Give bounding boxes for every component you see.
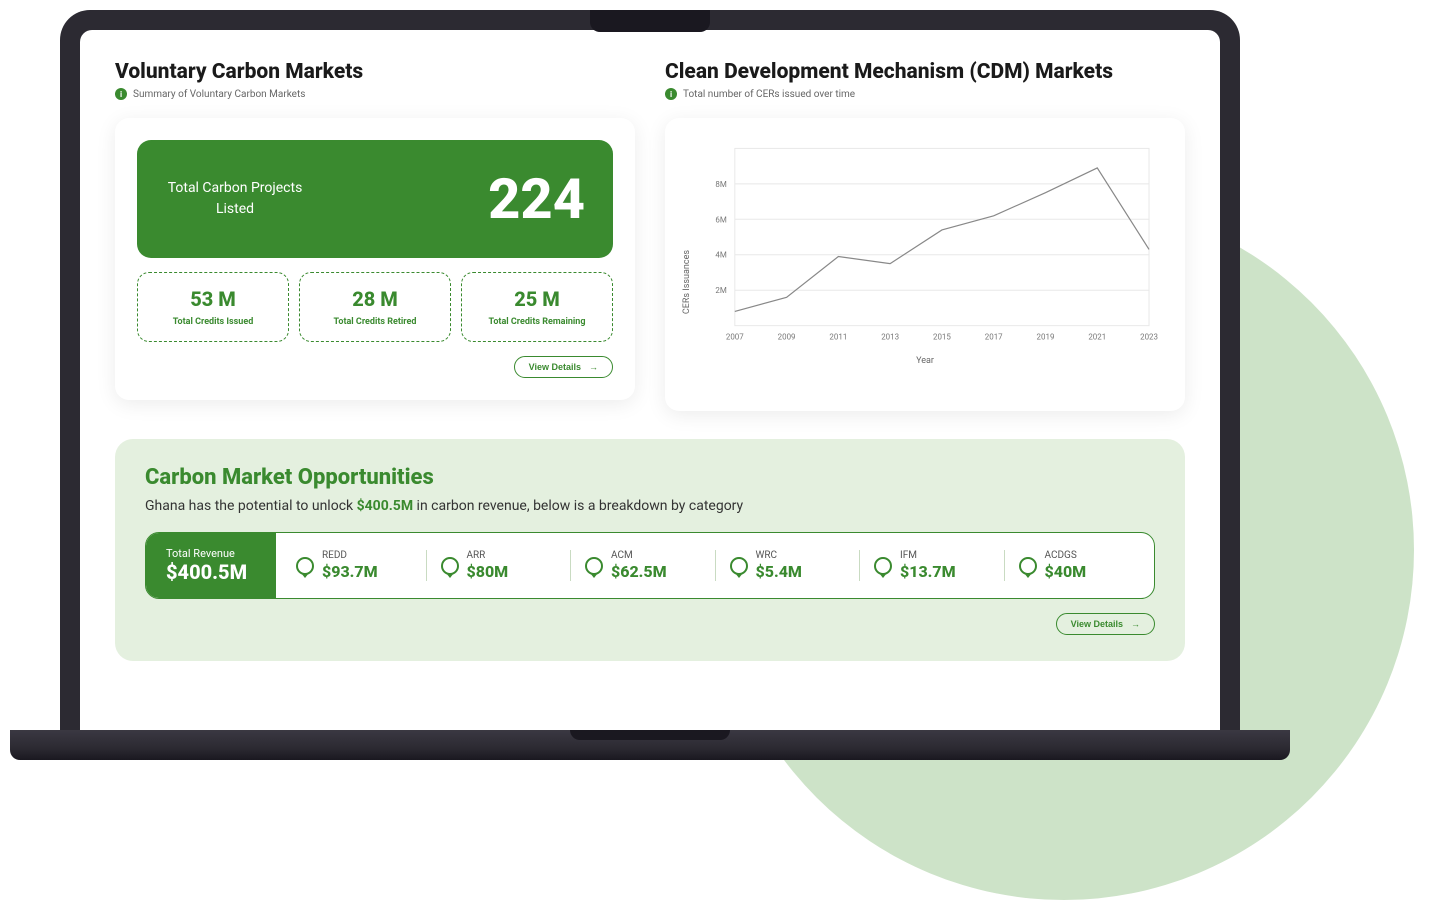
opp-item-label: REDD: [322, 550, 378, 562]
opp-item: ACDGS$40M: [1004, 550, 1149, 581]
vcm-stat-issued: 53 M Total Credits Issued: [137, 272, 289, 342]
laptop-indent: [570, 730, 730, 740]
badge-icon: [1019, 557, 1037, 575]
opp-items: REDD$93.7M ARR$80M ACM$62.5M WRC$5.4M IFM$13…: [276, 533, 1154, 598]
laptop-base-wrap: [60, 730, 1240, 770]
badge-icon: [730, 557, 748, 575]
vcm-stat-retired: 28 M Total Credits Retired: [299, 272, 451, 342]
vcm-substats: 53 M Total Credits Issued 28 M Total Cre…: [137, 272, 613, 342]
opp-total-value: $400.5M: [166, 560, 256, 584]
svg-text:2009: 2009: [778, 333, 796, 342]
laptop-screen: Voluntary Carbon Markets i Summary of Vo…: [80, 30, 1220, 730]
badge-icon: [585, 557, 603, 575]
svg-text:2017: 2017: [985, 333, 1003, 342]
opp-sub-highlight: $400.5M: [357, 498, 413, 514]
opp-item-text: WRC$5.4M: [756, 550, 802, 581]
opp-item-label: ACM: [611, 550, 667, 562]
opportunities-section: Carbon Market Opportunities Ghana has th…: [115, 439, 1185, 661]
vcm-card: Total Carbon Projects Listed 224 53 M To…: [115, 118, 635, 400]
vcm-actions: View Details →: [137, 356, 613, 378]
opp-title: Carbon Market Opportunities: [145, 465, 1155, 490]
svg-text:2013: 2013: [881, 333, 899, 342]
vcm-hero-stat: Total Carbon Projects Listed 224: [137, 140, 613, 258]
vcm-stat-label: Total Credits Retired: [308, 317, 442, 327]
opp-item: ARR$80M: [426, 550, 571, 581]
info-icon: i: [665, 88, 677, 100]
opp-subtitle: Ghana has the potential to unlock $400.5…: [145, 498, 1155, 514]
badge-icon: [874, 557, 892, 575]
laptop-base: [10, 730, 1290, 760]
cdm-column: Clean Development Mechanism (CDM) Market…: [665, 60, 1185, 411]
opp-item-value: $13.7M: [900, 562, 956, 581]
vcm-hero-label: Total Carbon Projects Listed: [165, 178, 305, 220]
opp-item: ACM$62.5M: [570, 550, 715, 581]
svg-text:2011: 2011: [829, 333, 847, 342]
opp-item-label: ARR: [467, 550, 509, 562]
laptop-mockup: Voluntary Carbon Markets i Summary of Vo…: [60, 10, 1240, 770]
vcm-view-details-button[interactable]: View Details →: [514, 356, 613, 378]
button-label: View Details: [1071, 619, 1123, 629]
vcm-stat-remaining: 25 M Total Credits Remaining: [461, 272, 613, 342]
cdm-subtitle-row: i Total number of CERs issued over time: [665, 88, 1185, 100]
opp-sub-pre: Ghana has the potential to unlock: [145, 498, 357, 514]
svg-text:2015: 2015: [933, 333, 951, 342]
opp-item-value: $93.7M: [322, 562, 378, 581]
opp-total: Total Revenue $400.5M: [146, 533, 276, 598]
button-label: View Details: [529, 362, 581, 372]
cdm-card: CERs Issuances 2M4M6M8M20072009201120132…: [665, 118, 1185, 411]
vcm-column: Voluntary Carbon Markets i Summary of Vo…: [115, 60, 635, 411]
cdm-title: Clean Development Mechanism (CDM) Market…: [665, 60, 1185, 84]
opp-item-value: $80M: [467, 562, 509, 581]
opp-total-label: Total Revenue: [166, 547, 256, 560]
opp-item: REDD$93.7M: [282, 550, 426, 581]
opp-item-text: ACM$62.5M: [611, 550, 667, 581]
badge-icon: [441, 557, 459, 575]
svg-text:2023: 2023: [1140, 333, 1158, 342]
svg-text:2M: 2M: [715, 286, 726, 295]
vcm-hero-value: 224: [488, 166, 585, 232]
opp-item-text: ARR$80M: [467, 550, 509, 581]
opp-item-value: $40M: [1045, 562, 1087, 581]
chart-xlabel: Year: [691, 356, 1159, 366]
svg-text:6M: 6M: [715, 215, 726, 224]
cdm-chart: CERs Issuances 2M4M6M8M20072009201120132…: [691, 140, 1159, 350]
opp-item-text: REDD$93.7M: [322, 550, 378, 581]
laptop-frame: Voluntary Carbon Markets i Summary of Vo…: [60, 10, 1240, 730]
opp-sub-post: in carbon revenue, below is a breakdown …: [413, 498, 743, 514]
top-row: Voluntary Carbon Markets i Summary of Vo…: [115, 60, 1185, 411]
svg-text:2021: 2021: [1088, 333, 1106, 342]
opp-item-label: IFM: [900, 550, 956, 562]
opp-view-details-button[interactable]: View Details →: [1056, 613, 1155, 635]
vcm-title: Voluntary Carbon Markets: [115, 60, 635, 84]
opp-item-label: ACDGS: [1045, 550, 1087, 562]
info-icon: i: [115, 88, 127, 100]
svg-text:8M: 8M: [715, 180, 726, 189]
cdm-subtitle: Total number of CERs issued over time: [683, 89, 855, 100]
opp-actions: View Details →: [145, 613, 1155, 635]
opp-item-value: $62.5M: [611, 562, 667, 581]
laptop-notch: [590, 10, 710, 32]
arrow-right-icon: →: [589, 362, 598, 372]
vcm-stat-value: 53 M: [146, 287, 280, 311]
opp-item: IFM$13.7M: [859, 550, 1004, 581]
svg-text:4M: 4M: [715, 251, 726, 260]
opp-item-text: ACDGS$40M: [1045, 550, 1087, 581]
opp-item-text: IFM$13.7M: [900, 550, 956, 581]
vcm-subtitle: Summary of Voluntary Carbon Markets: [133, 89, 305, 100]
opp-item-value: $5.4M: [756, 562, 802, 581]
opp-item-label: WRC: [756, 550, 802, 562]
vcm-subtitle-row: i Summary of Voluntary Carbon Markets: [115, 88, 635, 100]
svg-text:2019: 2019: [1037, 333, 1055, 342]
vcm-stat-value: 25 M: [470, 287, 604, 311]
vcm-stat-value: 28 M: [308, 287, 442, 311]
vcm-stat-label: Total Credits Issued: [146, 317, 280, 327]
line-chart-svg: 2M 4M 6M 8M 2007 2009 2011 2013 2015 2017 2019 2021…: [691, 140, 1159, 350]
arrow-right-icon: →: [1131, 619, 1140, 629]
badge-icon: [296, 557, 314, 575]
opp-bar: Total Revenue $400.5M REDD$93.7MARR$80MA…: [145, 532, 1155, 599]
opp-item: WRC$5.4M: [715, 550, 860, 581]
svg-text:2007: 2007: [726, 333, 744, 342]
vcm-stat-label: Total Credits Remaining: [470, 317, 604, 327]
chart-ylabel: CERs Issuances: [682, 250, 692, 314]
